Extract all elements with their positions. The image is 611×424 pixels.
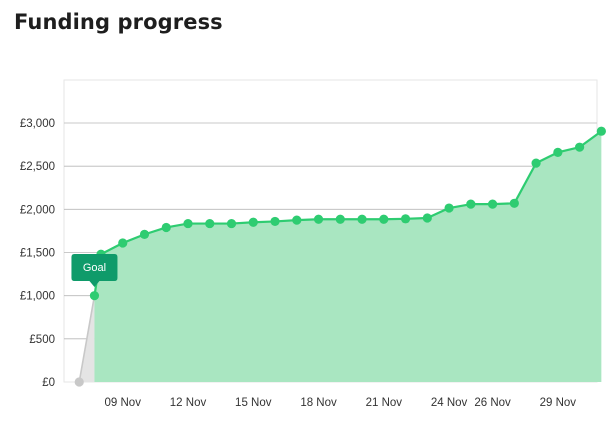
data-point-3	[139, 229, 150, 239]
x-tick-label-0: 09 Nov	[105, 397, 142, 409]
data-point-20	[509, 198, 519, 208]
data-point-15	[400, 214, 411, 224]
point-layer	[74, 126, 606, 387]
y-tick-label-5: £2,500	[20, 161, 55, 173]
data-point-16	[422, 213, 432, 223]
data-point-8	[248, 217, 258, 227]
data-point-14	[379, 214, 389, 224]
x-tick-label-2: 15 Nov	[235, 397, 272, 409]
x-tick-label-1: 12 Nov	[170, 397, 207, 409]
data-point-7	[226, 218, 237, 229]
goal-annotation: Goal	[71, 254, 118, 287]
data-point-17	[444, 203, 454, 213]
y-tick-label-3: £1,500	[20, 248, 55, 260]
x-axis-ticks: 09 Nov 12 Nov 15 Nov 18 Nov 21 Nov 24 Nov 26 N…	[105, 397, 577, 409]
y-tick-label-6: £3,000	[20, 118, 55, 130]
y-axis-ticks: £0 £500 £1,000 £1,500 £2,000 £2,500 £3,000	[20, 118, 55, 389]
pre-goal-line	[78, 295, 96, 383]
y-tick-label-2: £1,000	[20, 291, 55, 303]
data-point-9	[270, 216, 280, 227]
data-point-5	[183, 218, 193, 229]
y-tick-label-4: £2,000	[20, 204, 55, 216]
data-point-24	[596, 126, 606, 136]
y-tick-label-0: £0	[42, 377, 55, 389]
data-point-21	[531, 158, 541, 168]
x-tick-label-3: 18 Nov	[300, 397, 337, 409]
data-point-4	[161, 222, 171, 233]
data-point-12	[335, 214, 345, 224]
funding-area	[94, 131, 602, 382]
data-point-19	[487, 199, 498, 209]
data-point-10	[292, 215, 302, 225]
x-tick-label-4: 21 Nov	[366, 397, 403, 409]
page-title: Funding progress	[14, 10, 223, 34]
data-point-22	[553, 147, 563, 157]
y-tick-label-1: £500	[29, 334, 55, 346]
x-tick-label-5: 24 Nov	[431, 397, 468, 409]
data-point-6	[205, 218, 215, 229]
data-point-11	[313, 214, 324, 224]
goal-badge	[71, 254, 118, 287]
x-tick-label-7: 29 Nov	[540, 397, 577, 409]
data-point-2	[118, 238, 128, 248]
start-point	[74, 377, 84, 387]
goal-badge-label: Goal	[83, 262, 106, 274]
data-point-13	[357, 214, 367, 224]
data-point-18	[466, 199, 476, 209]
x-tick-label-6: 26 Nov	[474, 397, 511, 409]
data-point-0	[89, 291, 100, 301]
data-point-23	[574, 142, 585, 152]
